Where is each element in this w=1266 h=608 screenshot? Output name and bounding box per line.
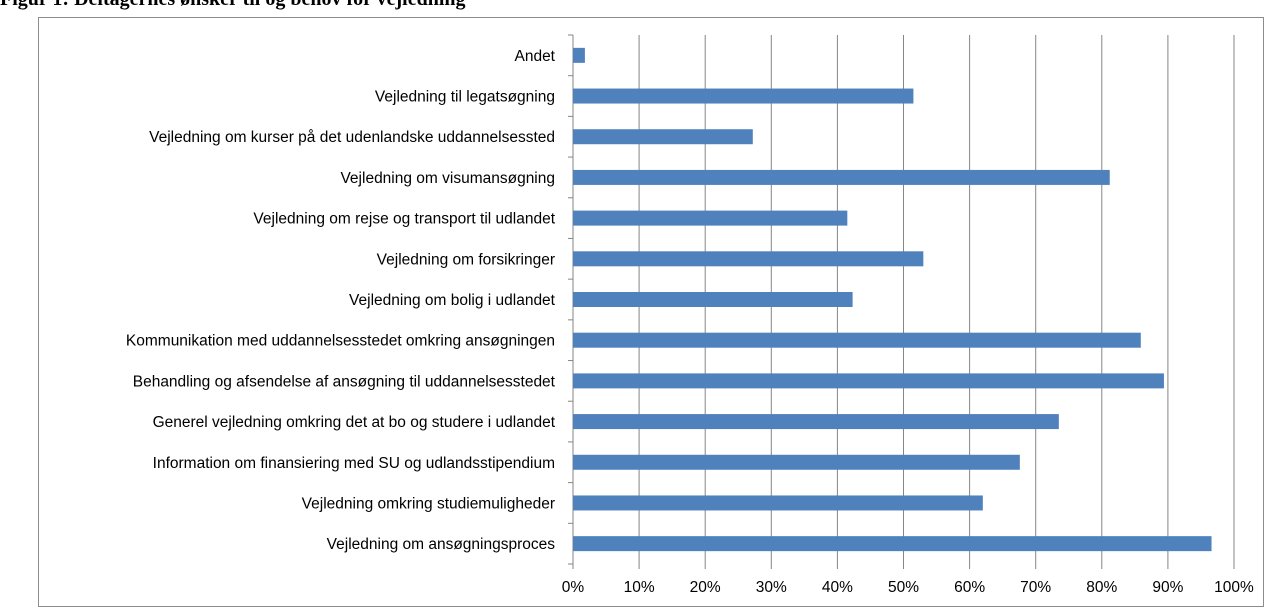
- category-label: Behandling og afsendelse af ansøgning ti…: [133, 373, 556, 390]
- bar: [573, 332, 1141, 348]
- bar: [573, 454, 1020, 470]
- bar: [573, 47, 585, 63]
- bar: [573, 536, 1212, 552]
- bar: [573, 251, 924, 267]
- category-label: Vejledning omkring studiemuligheder: [302, 495, 555, 512]
- bar: [573, 495, 983, 511]
- bar: [573, 373, 1164, 389]
- category-label: Generel vejledning omkring det at bo og …: [153, 414, 556, 431]
- x-tick-label: 90%: [1152, 579, 1183, 596]
- x-tick-label: 10%: [624, 579, 655, 596]
- x-tick-label: 20%: [690, 579, 721, 596]
- category-label: Vejledning om visumansøgning: [340, 170, 555, 187]
- bar: [573, 292, 853, 307]
- x-tick-label: 40%: [822, 579, 853, 596]
- bar: [573, 414, 1059, 430]
- category-label: Vejledning om kurser på det udenlandske …: [149, 129, 555, 146]
- x-tick-label: 80%: [1086, 579, 1117, 596]
- figure-caption: Figur 1: Deltagernes ønsker til og behov…: [0, 0, 466, 11]
- category-labels: Andet Vejledning til legatsøgning Vejledni…: [126, 48, 556, 553]
- category-label: Vejledning til legatsøgning: [375, 89, 555, 106]
- x-tick-label: 60%: [954, 579, 985, 596]
- category-label: Andet: [514, 48, 555, 65]
- bar: [573, 129, 753, 145]
- bar: [573, 88, 914, 104]
- bar: [573, 169, 1110, 185]
- category-label: Vejledning om ansøgningsproces: [327, 536, 556, 553]
- category-label: Information om finansiering med SU og ud…: [153, 455, 555, 472]
- bar: [573, 210, 848, 226]
- tick-labels: 0% 10% 20% 30% 40% 50% 60% 70% 80% 90% 100%: [562, 579, 1254, 596]
- bars: [573, 47, 1212, 552]
- x-tick-label: 50%: [888, 579, 919, 596]
- x-tick-label: 0%: [562, 579, 585, 596]
- x-tick-label: 30%: [756, 579, 787, 596]
- category-label: Vejledning om bolig i udlandet: [349, 292, 556, 309]
- category-label: Vejledning om forsikringer: [377, 251, 555, 268]
- x-tick-label: 100%: [1214, 579, 1254, 596]
- category-label: Kommunikation med uddannelsesstedet omkr…: [126, 333, 555, 350]
- category-label: Vejledning om rejse og transport til udl…: [253, 211, 555, 228]
- x-tick-label: 70%: [1020, 579, 1051, 596]
